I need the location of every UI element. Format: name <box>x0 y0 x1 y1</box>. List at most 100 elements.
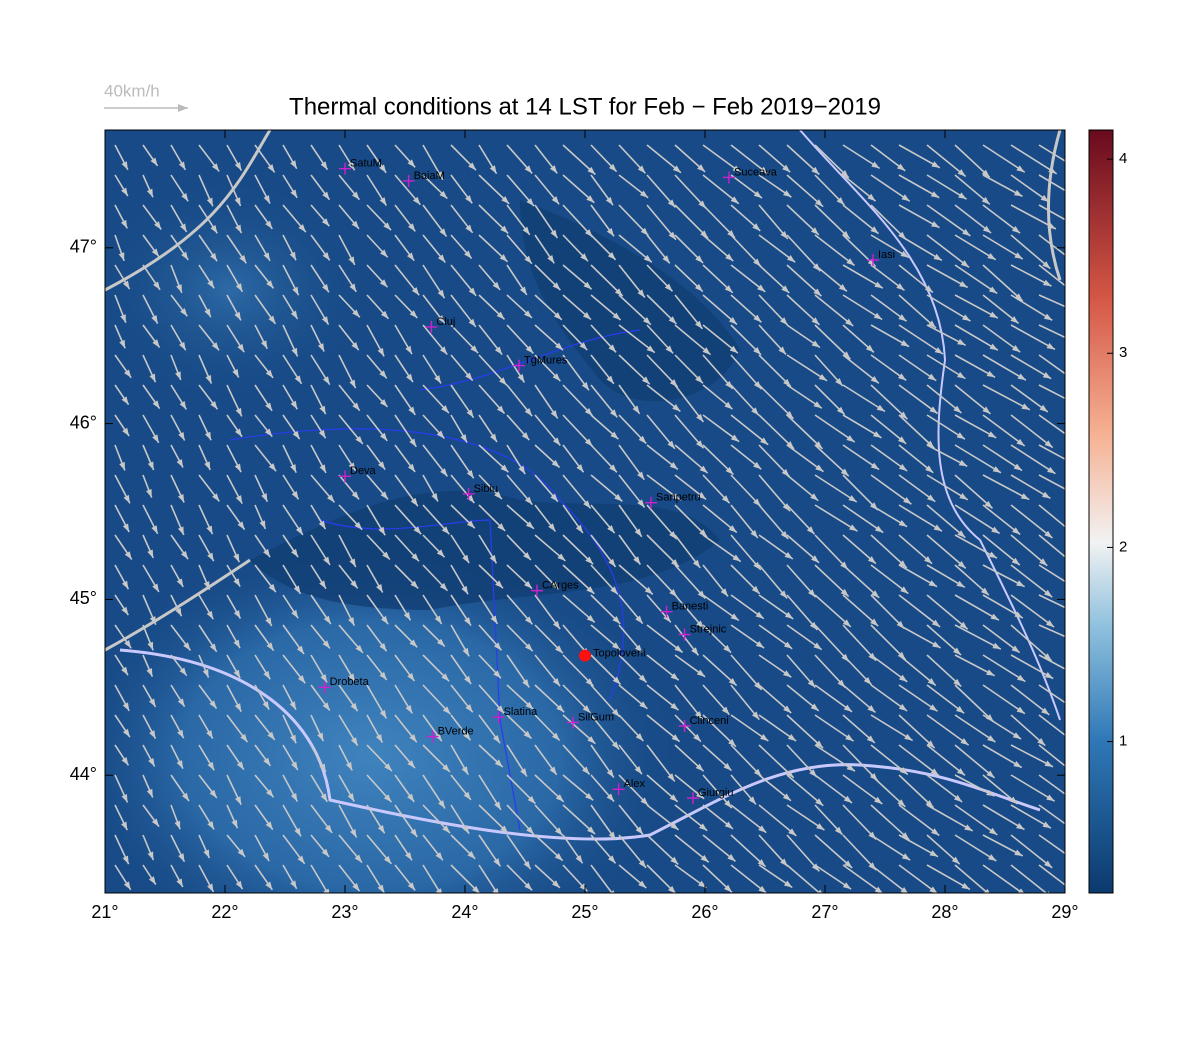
wind-arrowhead <box>697 590 706 599</box>
station-label: Suceava <box>734 166 778 178</box>
wind-arrowhead <box>634 528 642 537</box>
wind-arrowhead <box>209 789 217 798</box>
wind-arrowhead <box>207 279 215 289</box>
wind-arrowhead <box>668 231 676 240</box>
wind-arrowhead <box>757 859 766 867</box>
wind-arrow <box>954 744 996 779</box>
wind-arrowhead <box>925 799 934 808</box>
wind-arrowhead <box>236 761 244 770</box>
wind-arrowhead <box>1073 707 1081 714</box>
wind-arrowhead <box>782 164 791 173</box>
wind-arrowhead <box>753 381 762 390</box>
wind-arrowhead <box>493 642 502 651</box>
wind-arrowhead <box>757 284 766 292</box>
wind-arrowhead <box>379 643 387 652</box>
wind-arrowhead <box>439 346 448 355</box>
wind-arrowhead <box>608 163 617 172</box>
wind-arrowhead <box>581 382 589 391</box>
wind-arrowhead <box>842 619 851 627</box>
wind-arrowhead <box>1074 891 1082 898</box>
wind-arrowhead <box>1077 341 1086 347</box>
wind-arrowhead <box>585 556 594 565</box>
wind-arrowhead <box>785 770 794 778</box>
wind-arrowhead <box>462 647 470 657</box>
wind-arrowhead <box>351 220 360 229</box>
wind-arrow <box>954 264 998 295</box>
wind-arrowhead <box>549 165 558 174</box>
wind-arrowhead <box>931 221 940 228</box>
wind-arrowhead <box>925 465 934 473</box>
axes: 21° 22° 23° 24° 25° 26° 27° 28° 29° 44° 45° 46° 47° <box>70 130 1079 922</box>
wind-arrowhead <box>292 430 300 440</box>
wind-arrowhead <box>150 157 158 166</box>
wind-arrowhead <box>700 854 709 863</box>
wind-arrowhead <box>863 676 872 685</box>
wind-arrowhead <box>409 639 418 648</box>
wind-arrowhead <box>434 375 442 384</box>
wind-arrow <box>842 624 877 662</box>
wind-arrowhead <box>441 526 450 535</box>
wind-arrowhead <box>587 736 596 744</box>
wind-arrowhead <box>586 586 595 594</box>
wind-arrowhead <box>149 616 156 625</box>
wind-arrowhead <box>493 858 501 867</box>
wind-arrowhead <box>551 880 560 888</box>
wind-arrow <box>1038 294 1065 308</box>
station-label: Slatina <box>504 706 539 718</box>
wind-arrowhead <box>1075 800 1083 807</box>
wind-arrowhead <box>646 345 655 353</box>
wind-arrowhead <box>554 827 563 836</box>
wind-arrowhead <box>439 582 448 591</box>
wind-arrowhead <box>179 223 187 232</box>
wind-arrowhead <box>898 520 908 527</box>
wind-arrowhead <box>436 171 443 180</box>
wind-arrowhead <box>1080 641 1089 647</box>
wind-arrowhead <box>464 617 471 626</box>
wind-arrowhead <box>290 464 297 473</box>
wind-arrowhead <box>296 645 304 654</box>
wind-arrow <box>1038 504 1065 528</box>
wind-arrowhead <box>814 441 823 449</box>
colorbar-axis: 1 2 3 4 <box>1107 150 1127 750</box>
wind-arrowhead <box>723 762 732 771</box>
wind-arrowhead <box>783 190 792 198</box>
wind-arrowhead <box>986 789 995 797</box>
wind-arrowhead <box>266 789 274 798</box>
wind-arrowhead <box>437 254 446 263</box>
station-marker <box>425 320 438 333</box>
station-label: Clinceni <box>690 715 729 727</box>
wind-arrowhead <box>327 494 335 503</box>
wind-arrowhead <box>355 435 363 445</box>
wind-arrowhead <box>818 373 828 381</box>
wind-arrowhead <box>122 427 130 437</box>
wind-arrowhead <box>758 885 767 893</box>
wind-arrowhead <box>552 677 561 687</box>
wind-arrowhead <box>760 437 769 445</box>
wind-arrowhead <box>811 340 820 348</box>
wind-arrowhead <box>378 526 386 536</box>
wind-arrowhead <box>866 735 875 743</box>
wind-arrow <box>842 474 879 511</box>
wind-arrowhead <box>958 459 968 467</box>
wind-arrowhead <box>465 372 473 381</box>
wind-arrowhead <box>637 289 645 298</box>
wind-arrowhead <box>351 191 360 200</box>
wind-arrow <box>1038 684 1065 704</box>
wind-arrow <box>982 684 1026 715</box>
wind-arrowhead <box>442 825 451 834</box>
wind-arrowhead <box>753 498 761 507</box>
station-marker <box>645 496 657 509</box>
wind-arrowhead <box>233 578 241 587</box>
wind-arrowhead <box>121 161 128 170</box>
wind-arrowhead <box>638 435 647 444</box>
wind-arrowhead <box>431 493 438 502</box>
wind-arrowhead <box>724 884 732 893</box>
wind-arrowhead <box>380 249 388 258</box>
station-label: Sibiu <box>474 483 498 495</box>
wind-arrowhead <box>960 260 970 268</box>
x-tick-label: 28° <box>931 902 958 922</box>
wind-arrowhead <box>873 312 883 320</box>
wind-arrowhead <box>122 523 130 532</box>
wind-arrowhead <box>237 521 245 530</box>
